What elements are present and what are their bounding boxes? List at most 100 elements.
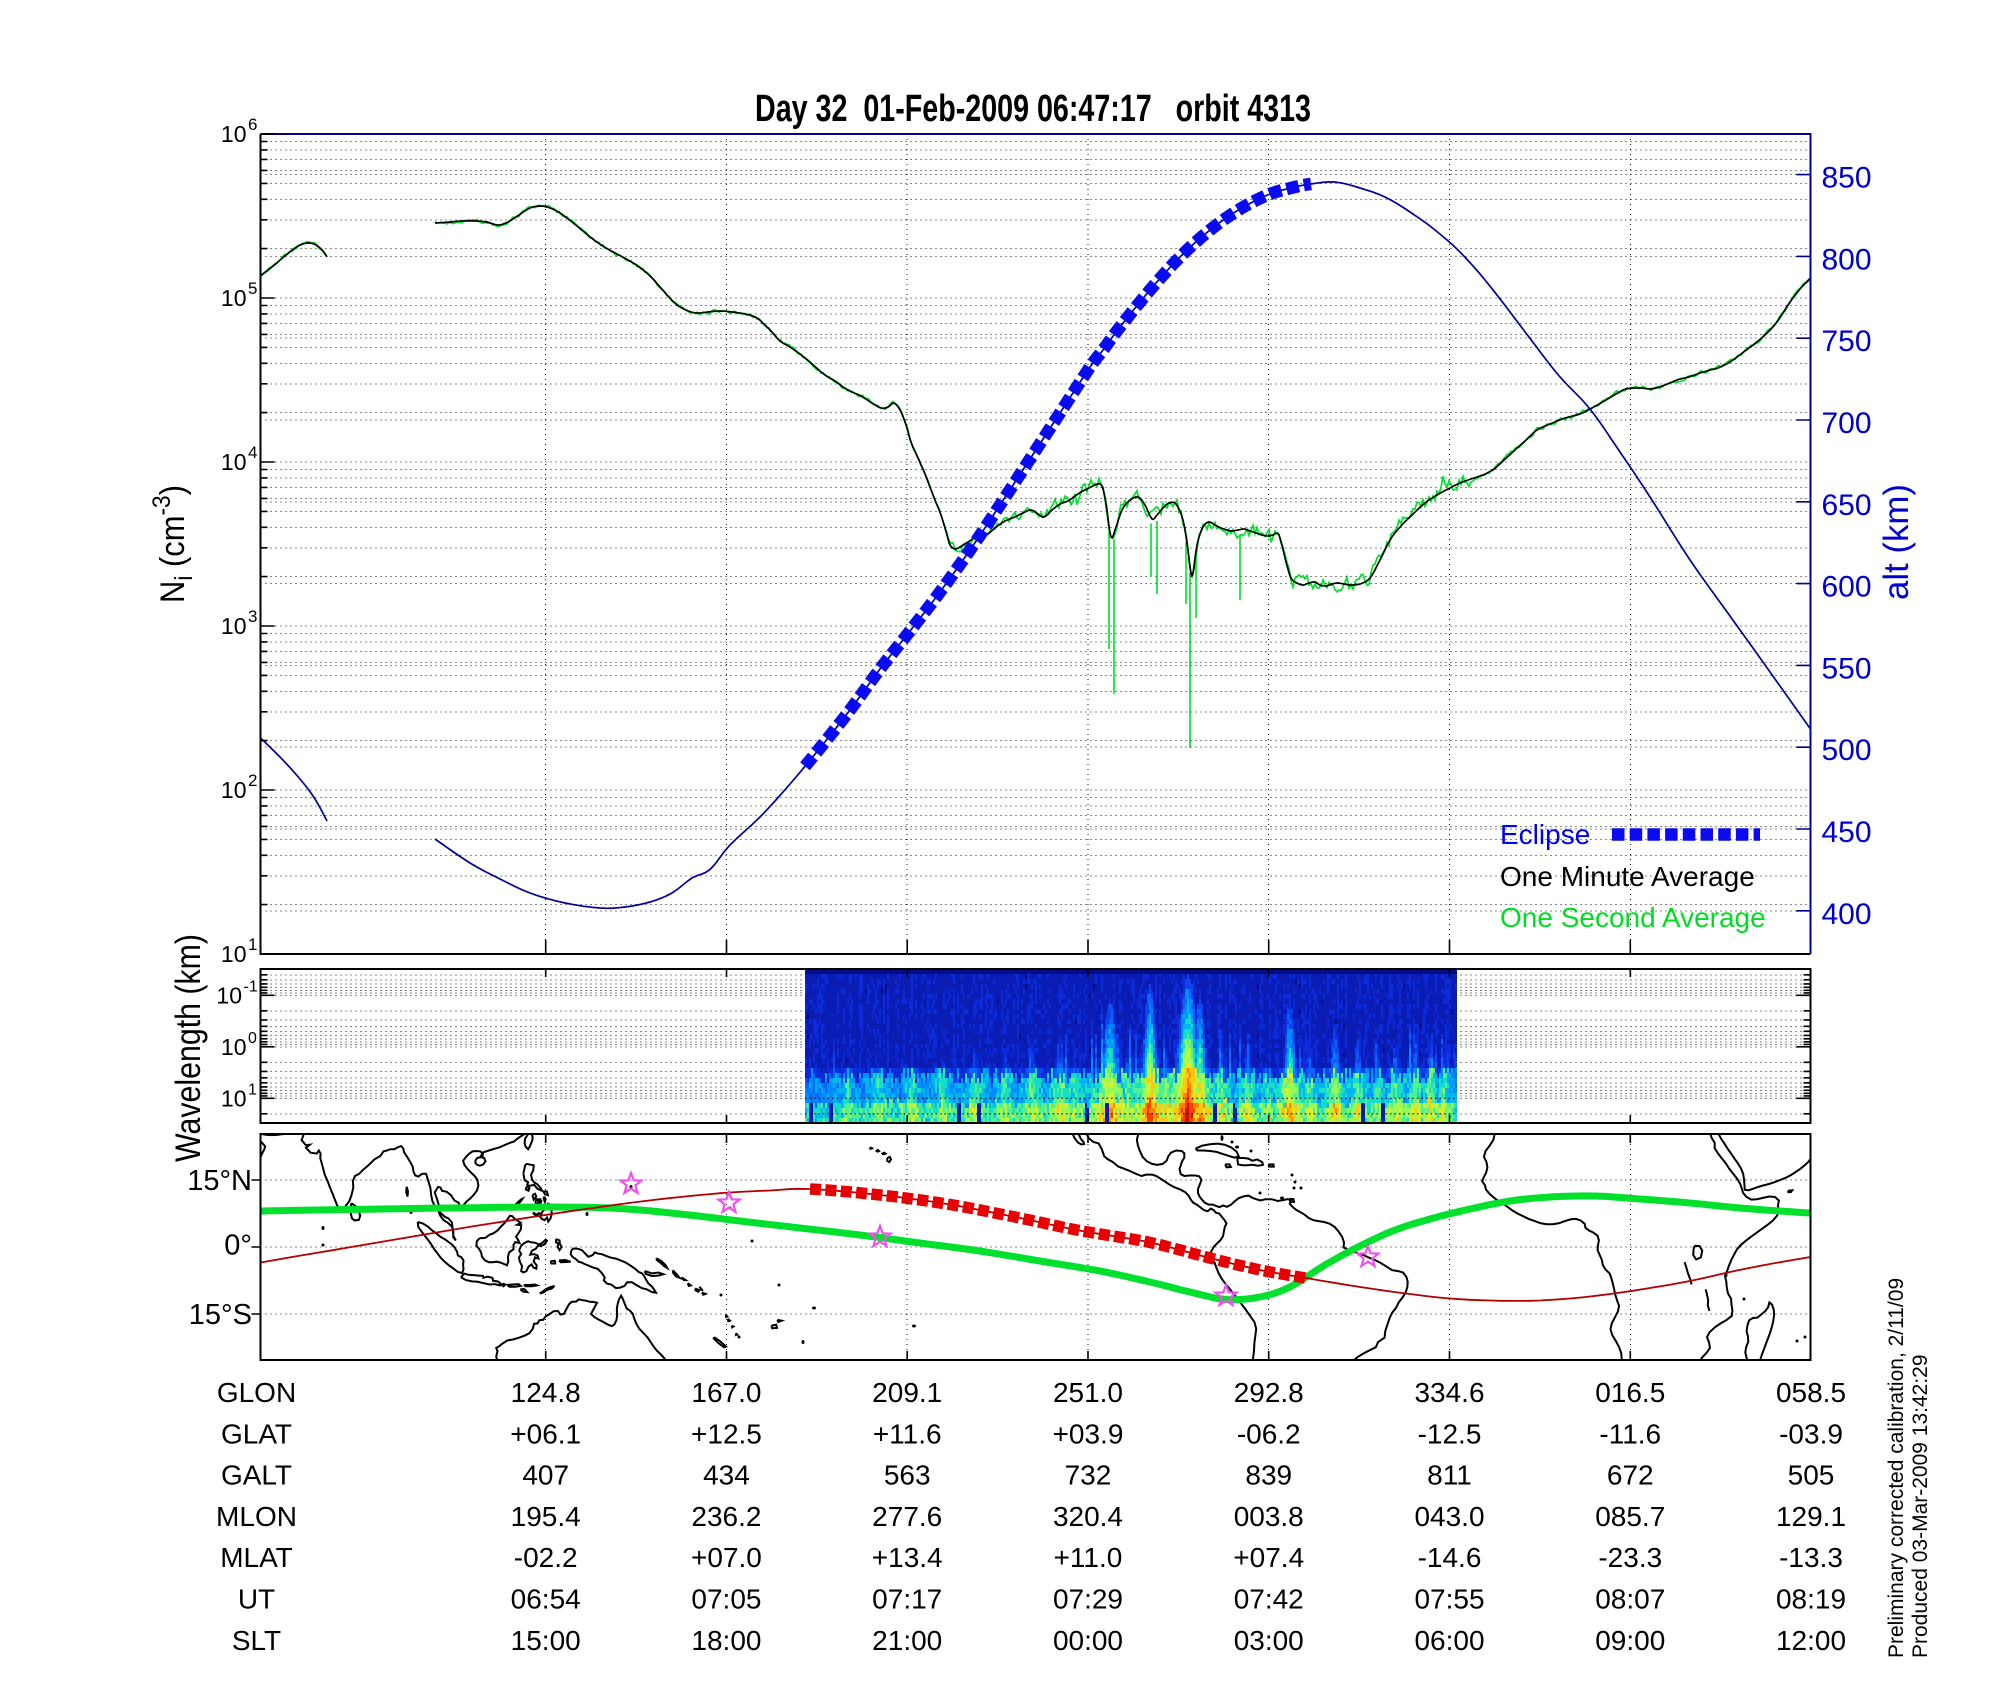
svg-text:016.5: 016.5 — [1595, 1377, 1665, 1408]
svg-text:08:07: 08:07 — [1595, 1584, 1665, 1615]
svg-text:06:54: 06:54 — [511, 1584, 581, 1615]
svg-text:839: 839 — [1245, 1460, 1292, 1491]
svg-text:10: 10 — [221, 941, 247, 967]
svg-text:700: 700 — [1822, 407, 1872, 440]
svg-text:209.1: 209.1 — [872, 1377, 942, 1408]
svg-text:292.8: 292.8 — [1234, 1377, 1304, 1408]
svg-text:800: 800 — [1822, 243, 1872, 276]
svg-text:10: 10 — [221, 1085, 247, 1111]
svg-text:277.6: 277.6 — [872, 1501, 942, 1532]
svg-text:15°S: 15°S — [189, 1299, 252, 1331]
svg-text:750: 750 — [1822, 325, 1872, 358]
svg-text:-06.2: -06.2 — [1237, 1418, 1301, 1449]
svg-text:MLON: MLON — [216, 1501, 297, 1532]
svg-text:10: 10 — [221, 613, 247, 639]
svg-text:Wavelength (km): Wavelength (km) — [169, 934, 208, 1162]
svg-text:1: 1 — [248, 935, 257, 954]
svg-text:+06.1: +06.1 — [510, 1418, 581, 1449]
svg-text:+11.0: +11.0 — [1054, 1542, 1123, 1573]
svg-text:Produced 03-Mar-2009 13:42:29: Produced 03-Mar-2009 13:42:29 — [1909, 1354, 1932, 1658]
svg-text:06:00: 06:00 — [1414, 1625, 1484, 1656]
svg-text:1: 1 — [248, 1081, 257, 1098]
svg-text:-12.5: -12.5 — [1418, 1418, 1482, 1449]
svg-text:-03.9: -03.9 — [1779, 1418, 1843, 1449]
svg-text:0°: 0° — [224, 1230, 252, 1262]
svg-text:058.5: 058.5 — [1776, 1377, 1846, 1408]
svg-text:10: 10 — [221, 285, 247, 311]
svg-text:672: 672 — [1607, 1460, 1654, 1491]
svg-text:-1: -1 — [244, 978, 258, 995]
svg-text:Ni (cm-3): Ni (cm-3) — [148, 485, 198, 603]
svg-text:6: 6 — [248, 115, 257, 134]
svg-text:10: 10 — [221, 1034, 247, 1060]
svg-text:MLAT: MLAT — [220, 1542, 293, 1573]
svg-text:-11.6: -11.6 — [1599, 1418, 1661, 1449]
svg-text:00:00: 00:00 — [1053, 1625, 1123, 1656]
svg-text:08:19: 08:19 — [1776, 1584, 1846, 1615]
svg-text:09:00: 09:00 — [1595, 1625, 1665, 1656]
svg-text:07:05: 07:05 — [691, 1584, 761, 1615]
svg-text:One Second Average: One Second Average — [1500, 902, 1766, 933]
svg-text:563: 563 — [884, 1460, 931, 1491]
svg-text:320.4: 320.4 — [1053, 1501, 1123, 1532]
svg-text:+12.5: +12.5 — [691, 1418, 762, 1449]
svg-text:07:42: 07:42 — [1234, 1584, 1304, 1615]
svg-text:-13.3: -13.3 — [1779, 1542, 1843, 1573]
svg-text:550: 550 — [1822, 652, 1872, 685]
svg-text:SLT: SLT — [232, 1625, 281, 1656]
svg-text:15:00: 15:00 — [511, 1625, 581, 1656]
svg-text:10: 10 — [221, 777, 247, 803]
svg-text:Preliminary corrected calibrat: Preliminary corrected calibration, 2/11/… — [1885, 1278, 1908, 1658]
svg-text:4: 4 — [248, 443, 257, 462]
svg-text:One Minute Average: One Minute Average — [1500, 861, 1755, 892]
svg-text:GLON: GLON — [217, 1377, 296, 1408]
svg-text:+07.4: +07.4 — [1233, 1542, 1304, 1573]
svg-text:407: 407 — [522, 1460, 569, 1491]
svg-text:2: 2 — [248, 771, 257, 790]
svg-text:850: 850 — [1822, 162, 1872, 195]
svg-text:+07.0: +07.0 — [691, 1542, 762, 1573]
svg-text:07:17: 07:17 — [872, 1584, 942, 1615]
svg-text:-23.3: -23.3 — [1598, 1542, 1662, 1573]
svg-text:600: 600 — [1822, 571, 1872, 604]
svg-text:12:00: 12:00 — [1776, 1625, 1846, 1656]
svg-text:21:00: 21:00 — [872, 1625, 942, 1656]
svg-text:10: 10 — [221, 121, 247, 147]
svg-text:003.8: 003.8 — [1234, 1501, 1304, 1532]
svg-text:251.0: 251.0 — [1053, 1377, 1123, 1408]
svg-text:195.4: 195.4 — [511, 1501, 581, 1532]
svg-text:3: 3 — [248, 607, 257, 626]
svg-text:UT: UT — [238, 1584, 275, 1615]
svg-text:236.2: 236.2 — [691, 1501, 761, 1532]
svg-text:650: 650 — [1822, 489, 1872, 522]
svg-text:-14.6: -14.6 — [1418, 1542, 1482, 1573]
svg-text:+11.6: +11.6 — [873, 1418, 942, 1449]
svg-text:400: 400 — [1822, 898, 1872, 931]
svg-text:Day 32 01-Feb-2009 06:47:17: Day 32 01-Feb-2009 06:47:17 orbit 4313 — [755, 88, 1311, 130]
svg-text:10: 10 — [221, 449, 247, 475]
svg-text:+13.4: +13.4 — [872, 1542, 943, 1573]
svg-text:811: 811 — [1427, 1460, 1472, 1491]
svg-text:alt (km): alt (km) — [1877, 484, 1916, 600]
svg-text:+03.9: +03.9 — [1053, 1418, 1124, 1449]
svg-text:10: 10 — [216, 982, 242, 1008]
svg-text:07:29: 07:29 — [1053, 1584, 1123, 1615]
svg-text:167.0: 167.0 — [691, 1377, 761, 1408]
svg-text:129.1: 129.1 — [1776, 1501, 1846, 1532]
svg-text:GLAT: GLAT — [221, 1418, 292, 1449]
svg-text:085.7: 085.7 — [1595, 1501, 1665, 1532]
svg-text:Eclipse: Eclipse — [1500, 819, 1590, 850]
svg-text:334.6: 334.6 — [1414, 1377, 1484, 1408]
svg-text:18:00: 18:00 — [691, 1625, 761, 1656]
svg-text:505: 505 — [1788, 1460, 1835, 1491]
svg-text:450: 450 — [1822, 816, 1872, 849]
svg-text:043.0: 043.0 — [1414, 1501, 1484, 1532]
svg-text:124.8: 124.8 — [511, 1377, 581, 1408]
svg-text:GALT: GALT — [221, 1460, 292, 1491]
svg-text:-02.2: -02.2 — [514, 1542, 578, 1573]
svg-text:434: 434 — [703, 1460, 750, 1491]
svg-text:15°N: 15°N — [187, 1165, 252, 1197]
svg-text:0: 0 — [248, 1030, 257, 1047]
svg-text:5: 5 — [248, 279, 257, 298]
svg-text:07:55: 07:55 — [1414, 1584, 1484, 1615]
